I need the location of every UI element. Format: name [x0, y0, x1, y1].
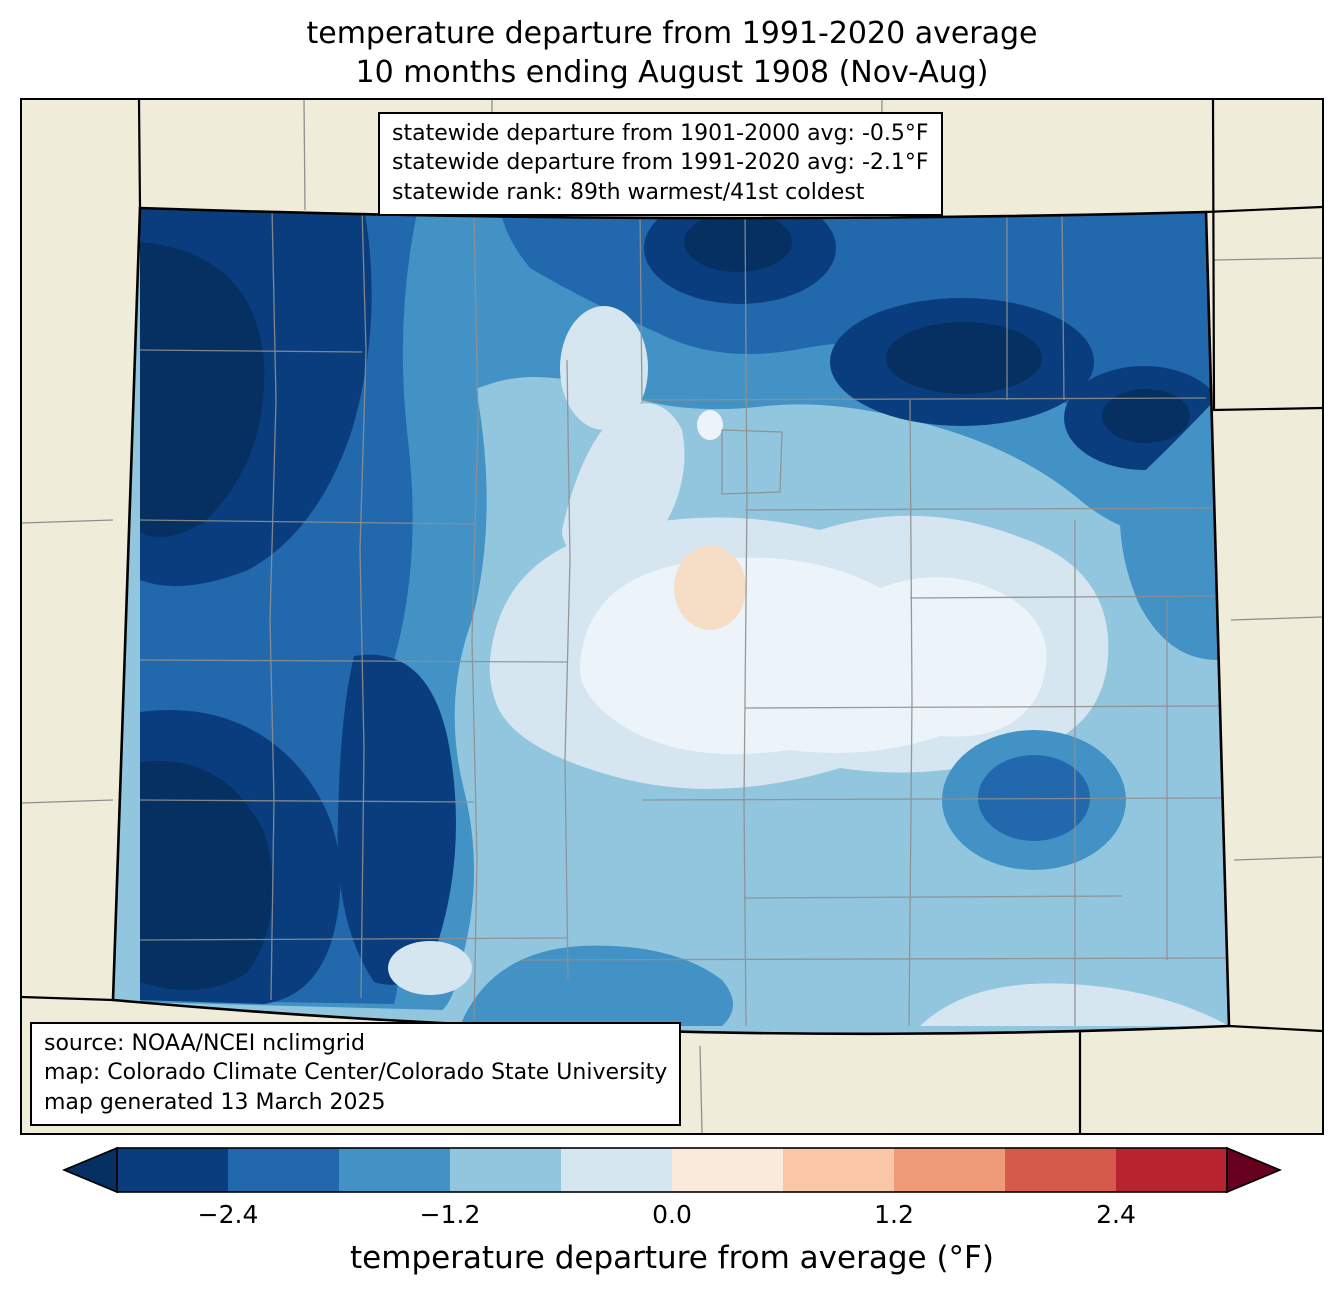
page-title: temperature departure from 1991-2020 ave… [0, 14, 1344, 92]
contour-west-core-sw [140, 760, 273, 990]
colorbar-tick-label: −1.2 [419, 1200, 481, 1229]
contour-cold-oval-core [886, 322, 1042, 394]
neighbor-state-borders [22, 100, 1322, 1133]
colorbar-tick-label: −2.4 [197, 1200, 259, 1229]
source-line-2: map: Colorado Climate Center/Colorado St… [44, 1060, 668, 1086]
colorbar-segments [117, 1148, 1227, 1192]
colorbar [61, 1146, 1283, 1194]
title-line-2: 10 months ending August 1908 (Nov-Aug) [355, 55, 989, 90]
colorbar-svg [61, 1146, 1283, 1194]
county-lines [139, 208, 1228, 1027]
statewide-stats-box: statewide departure from 1901-2000 avg: … [378, 112, 943, 217]
colorbar-segment [228, 1148, 339, 1192]
contour-cold-oval-core [684, 212, 792, 272]
source-line-3: map generated 13 March 2025 [44, 1089, 386, 1115]
source-attribution-box: source: NOAA/NCEI nclimgrid map: Colorad… [30, 1021, 682, 1126]
colorbar-segment [117, 1148, 228, 1192]
colorado-anomaly-map [22, 100, 1322, 1133]
colorbar-tick-labels: −2.4 −1.2 0.0 1.2 2.4 [0, 1200, 1344, 1232]
colorbar-segment [450, 1148, 561, 1192]
colorbar-tick-label: 1.2 [874, 1200, 914, 1229]
colorbar-segment [1005, 1148, 1116, 1192]
contour-west-core-nw [140, 242, 265, 538]
contour-white-dot [697, 410, 723, 440]
colorbar-segment [672, 1148, 783, 1192]
contour-cold-oval-core [1102, 389, 1190, 443]
source-line-1: source: NOAA/NCEI nclimgrid [44, 1030, 365, 1056]
contour-se-blob-inner [978, 755, 1090, 841]
colorbar-segment [339, 1148, 450, 1192]
contour-west-coldest-mid [337, 654, 456, 985]
contour-south-band2 [460, 945, 733, 1026]
colorbar-arrow-right [1226, 1146, 1283, 1194]
title-line-1: temperature departure from 1991-2020 ave… [306, 16, 1038, 51]
colorbar-segment [894, 1148, 1005, 1192]
contour-east-tongue [1120, 400, 1221, 661]
colorbar-segment [783, 1148, 894, 1192]
colorbar-outline [116, 1147, 1228, 1193]
stats-line-1: statewide departure from 1901-2000 avg: … [392, 121, 929, 146]
stats-line-2: statewide departure from 1991-2020 avg: … [392, 150, 929, 176]
colorbar-tick-label: 2.4 [1096, 1200, 1136, 1229]
colorbar-axis-label: temperature departure from average (°F) [350, 1240, 994, 1276]
colorbar-tick-label: 0.0 [652, 1200, 692, 1229]
colorbar-segment [561, 1148, 672, 1192]
colorbar-segment [1116, 1148, 1227, 1192]
contour-warm-spot [674, 546, 746, 630]
colorbar-arrow-left [61, 1146, 118, 1194]
stats-line-3: statewide rank: 89th warmest/41st coldes… [392, 179, 865, 205]
contour-pale-spot-south [388, 941, 472, 995]
contour-pale-patch-north [560, 306, 648, 430]
contour-fills [113, 208, 1229, 1034]
map-frame: statewide departure from 1901-2000 avg: … [20, 98, 1324, 1135]
contour-white-core [579, 557, 1047, 755]
